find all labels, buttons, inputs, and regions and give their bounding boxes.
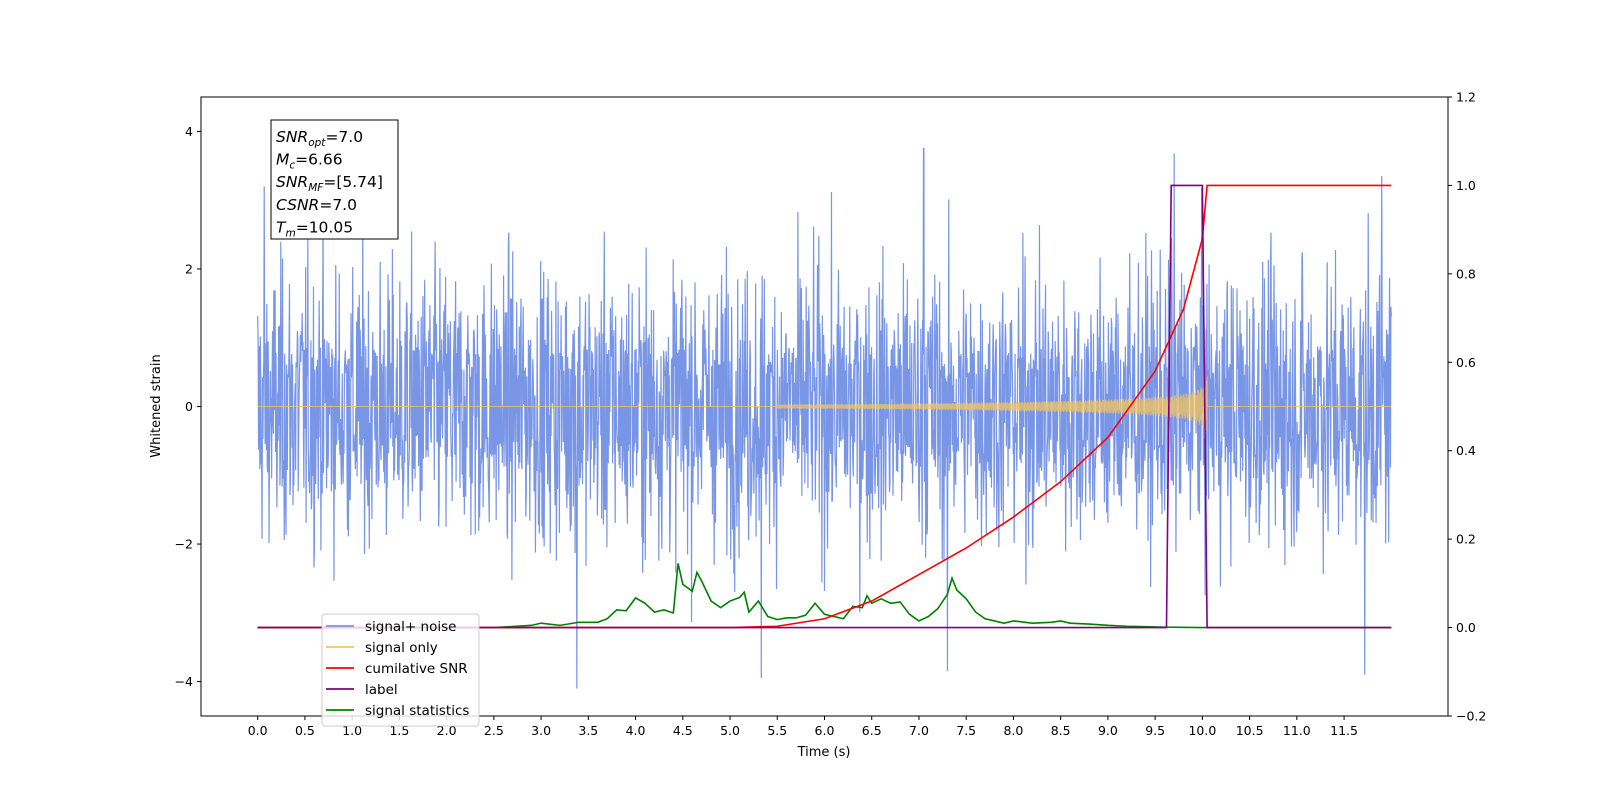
- x-tick-label: 5.0: [720, 723, 740, 738]
- y-right-tick-label: 0.6: [1456, 355, 1476, 370]
- y-right-tick-label: 0.0: [1456, 620, 1476, 635]
- x-tick-label: 9.5: [1145, 723, 1165, 738]
- legend-item-signal-noise-label: signal+ noise: [365, 619, 456, 635]
- y-right-tick-label: 0.2: [1456, 532, 1476, 547]
- y-left-tick-label: 2: [185, 261, 193, 276]
- y-left-tick-label: 0: [185, 399, 193, 414]
- series-signal-statistics-line: [257, 563, 1392, 629]
- legend-item-signal-statistics-label: signal statistics: [365, 703, 469, 719]
- x-tick-label: 6.0: [815, 723, 835, 738]
- x-tick-label: 4.0: [626, 723, 646, 738]
- annotation-frame: [270, 119, 399, 240]
- y-axis-label: Whitened strain: [149, 354, 164, 457]
- x-tick-label: 2.5: [484, 723, 504, 738]
- x-tick-label: 8.5: [1051, 723, 1071, 738]
- series-cumulative-snr-line: [257, 184, 1392, 629]
- legend-frame: [321, 613, 480, 727]
- y-right-tick-label: 1.2: [1456, 90, 1476, 105]
- annotation-line: SNRMF=[5.74]: [276, 173, 383, 194]
- y-right-tick-label: −0.2: [1456, 709, 1486, 724]
- x-tick-label: 3.5: [578, 723, 598, 738]
- x-tick-label: 6.5: [862, 723, 882, 738]
- x-tick-label: 3.0: [531, 723, 551, 738]
- x-tick-label: 0.5: [295, 723, 315, 738]
- x-tick-label: 1.5: [389, 723, 409, 738]
- x-tick-label: 10.5: [1236, 723, 1264, 738]
- legend: signal+ noise signal only cumilative SNR la…: [321, 613, 480, 727]
- y-right-tick-label: 1.0: [1456, 178, 1476, 193]
- annotation-line: Mc=6.66: [276, 151, 343, 172]
- y-right-tick-label: 0.4: [1456, 443, 1476, 458]
- annotation-line: Tm=10.05: [276, 218, 353, 239]
- legend-item-label-label: label: [365, 682, 398, 698]
- x-tick-label: 8.0: [1003, 723, 1023, 738]
- x-tick-label: 10.0: [1188, 723, 1216, 738]
- y-left-tick-label: −4: [175, 674, 193, 689]
- x-tick-label: 9.0: [1098, 723, 1118, 738]
- x-tick-label: 7.5: [956, 723, 976, 738]
- series-signal-only-line: [257, 376, 1392, 432]
- x-tick-label: 5.5: [767, 723, 787, 738]
- y-right-tick-label: 0.8: [1456, 266, 1476, 281]
- axes-layer: 0.0 0.5 1.0 1.5 2.0 2.5 3.0 3.5 4.0 4.5 5.0 5.5 6.0 6…: [175, 90, 1487, 739]
- x-tick-label: 4.5: [673, 723, 693, 738]
- series-layer: [257, 147, 1392, 689]
- x-axis-label: Time (s): [797, 745, 851, 760]
- x-tick-label: 1.0: [342, 723, 362, 738]
- legend-item-signal-only-label: signal only: [365, 640, 438, 656]
- annotation-line: CSNR=7.0: [276, 196, 357, 214]
- y-left-tick-label: −2: [175, 537, 193, 552]
- x-tick-label: 11.0: [1283, 723, 1311, 738]
- series-label-line: [257, 184, 1392, 629]
- x-tick-label: 7.0: [909, 723, 929, 738]
- y-left-tick-label: 4: [185, 124, 193, 139]
- annotation-line: SNRopt=7.0: [276, 128, 363, 149]
- x-tick-label: 11.5: [1330, 723, 1358, 738]
- legend-item-cumulative-snr-label: cumilative SNR: [365, 661, 468, 677]
- x-tick-label: 2.0: [437, 723, 457, 738]
- x-tick-label: 0.0: [248, 723, 268, 738]
